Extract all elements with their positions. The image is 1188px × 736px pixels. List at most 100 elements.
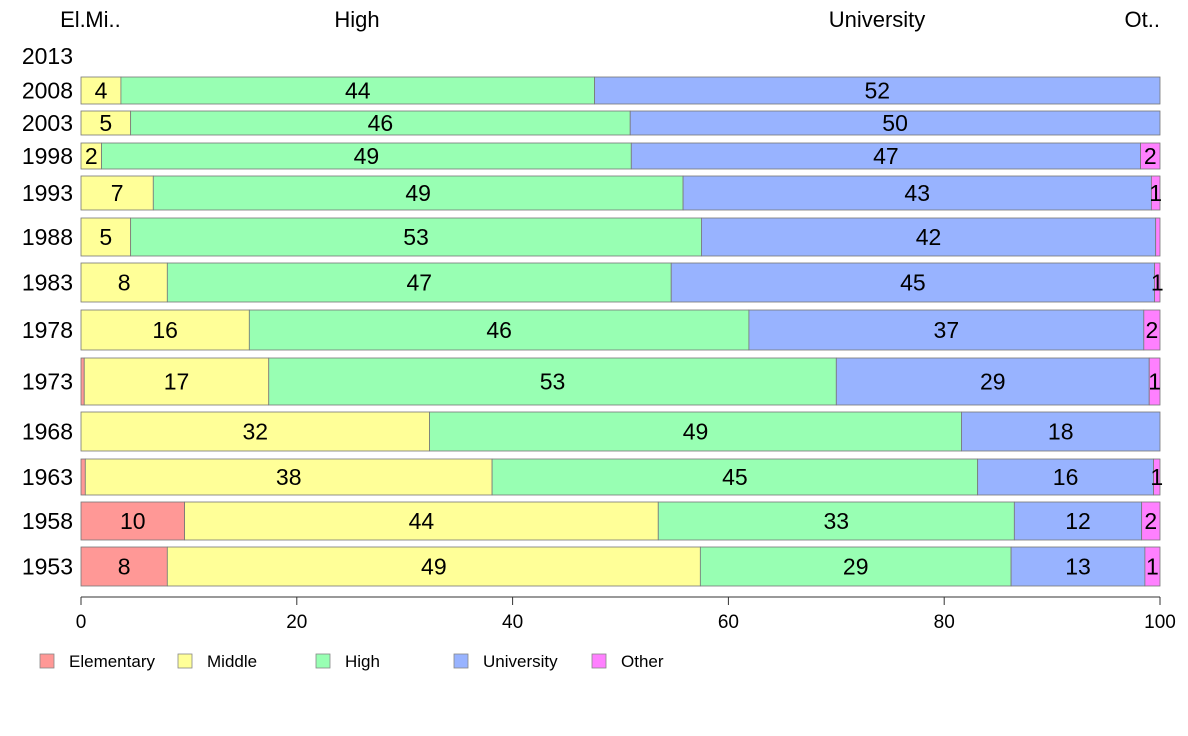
bar-high-1998 [101,142,632,170]
bar-other-1993 [1150,175,1161,211]
bar-high-1968 [429,411,962,452]
y-tick-label: 2008 [22,78,73,104]
bar-middle-2008 [80,76,122,105]
bar-university-1998 [630,142,1141,170]
y-tick-label: 1958 [22,508,73,534]
data-label-university-1968: 18 [1048,419,1074,445]
bar-other-1963 [1153,458,1161,496]
legend-swatch-middle [177,653,193,669]
data-label-other-1978: 2 [1146,317,1159,343]
x-tick-label: 100 [1144,612,1176,633]
bar-university-1988 [701,217,1157,257]
bar-middle-1963 [84,458,493,496]
data-label-university-1963: 16 [1053,464,1079,490]
data-label-middle-1958: 44 [409,508,435,534]
data-label-high-1993: 49 [405,180,431,206]
legend-swatch-elementary [39,653,55,669]
bar-other-1998 [1140,142,1161,170]
data-label-high-1983: 47 [406,270,432,296]
y-tick-label: 1953 [22,554,73,580]
data-label-other-1983: 1 [1151,270,1164,296]
data-label-high-1988: 53 [403,224,429,250]
bar-university-1968 [961,411,1161,452]
x-tick-label: 80 [934,612,955,633]
data-label-university-1983: 45 [900,270,926,296]
data-label-other-1953: 1 [1146,554,1159,580]
y-tick-label: 2003 [22,110,73,136]
bar-high-1983 [166,262,672,303]
legend-label-elementary: Elementary [69,652,155,671]
bar-high-1963 [491,458,979,496]
data-label-elementary-1953: 8 [118,554,131,580]
legend-label-high: High [345,652,380,671]
bar-high-1978 [248,309,750,351]
data-label-university-2008: 52 [865,78,891,104]
bar-middle-1968 [80,411,430,452]
data-label-high-1963: 45 [722,464,748,490]
data-label-high-2003: 46 [368,110,394,136]
y-tick-label: 1993 [22,180,73,206]
x-tick-label: 20 [286,612,307,633]
bar-middle-1983 [80,262,168,303]
data-label-other-1973: 1 [1148,369,1161,395]
y-tick-label: 1973 [22,369,73,395]
bar-high-1973 [268,357,837,406]
data-label-high-1958: 33 [824,508,850,534]
legend-label-other: Other [621,652,664,671]
bar-university-1973 [835,357,1150,406]
bar-university-1953 [1010,546,1146,587]
data-label-middle-2003: 5 [99,110,112,136]
data-label-middle-1963: 38 [276,464,302,490]
y-tick-label: 1963 [22,464,73,490]
bar-university-1978 [748,309,1145,351]
bar-high-1993 [152,175,684,211]
data-label-university-1958: 12 [1065,508,1091,534]
data-label-high-1998: 49 [354,143,380,169]
data-label-middle-2008: 4 [95,78,108,104]
top-segment-label: El.. [60,7,92,32]
bar-other-1988 [1155,217,1161,257]
y-tick-label: 2013 [22,43,73,69]
bar-other-1958 [1141,501,1161,541]
data-label-university-1973: 29 [980,369,1006,395]
x-tick-label: 40 [502,612,523,633]
bar-other-1973 [1148,357,1161,406]
y-tick-label: 1978 [22,317,73,343]
data-label-high-1978: 46 [486,317,512,343]
bar-elementary-1973 [80,357,85,406]
bar-university-1993 [682,175,1152,211]
data-label-other-1998: 2 [1144,143,1157,169]
top-segment-label: High [334,7,379,32]
data-label-high-1973: 53 [540,369,566,395]
x-tick-label: 0 [76,612,87,633]
bar-high-1953 [699,546,1012,587]
bar-middle-1973 [83,357,270,406]
bar-university-1983 [670,262,1156,303]
data-label-high-1968: 49 [683,419,709,445]
bar-other-1978 [1143,309,1161,351]
data-label-university-1993: 43 [904,180,930,206]
bar-middle-1958 [184,501,659,541]
bar-high-1958 [657,501,1015,541]
bar-middle-1978 [80,309,250,351]
data-label-elementary-1958: 10 [120,508,146,534]
legend-label-middle: Middle [207,652,257,671]
bar-elementary-1963 [80,458,86,496]
data-label-high-1953: 29 [843,554,869,580]
data-label-middle-1978: 16 [152,317,178,343]
data-label-middle-1953: 49 [421,554,447,580]
legend-swatch-other [591,653,607,669]
data-label-university-2003: 50 [882,110,908,136]
data-label-university-1953: 13 [1065,554,1091,580]
x-tick-label: 60 [718,612,739,633]
bar-other-1953 [1144,546,1161,587]
bar-high-1988 [130,217,702,257]
data-label-middle-1988: 5 [99,224,112,250]
legend-swatch-high [315,653,331,669]
bar-university-2008 [594,76,1161,105]
bar-university-1963 [977,458,1154,496]
bar-middle-1993 [80,175,154,211]
y-tick-label: 1998 [22,143,73,169]
data-label-other-1963: 1 [1150,464,1163,490]
